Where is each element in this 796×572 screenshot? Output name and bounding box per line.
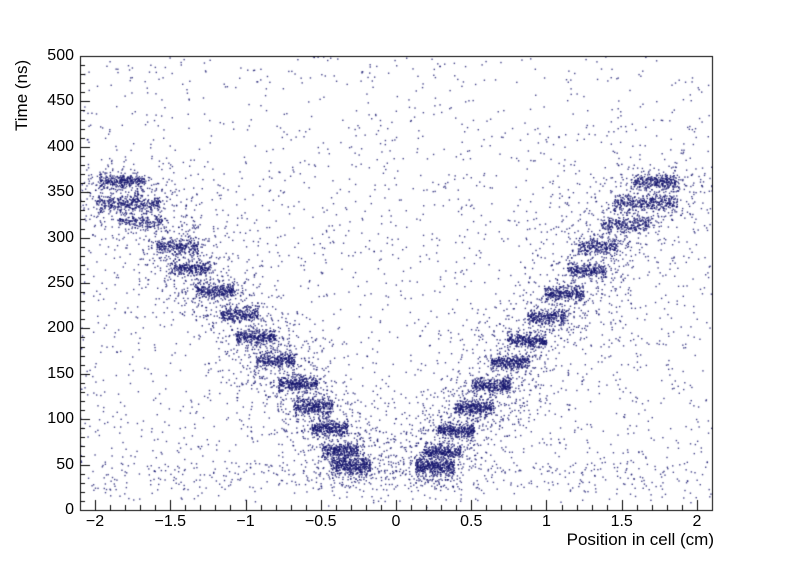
y-tick-label: 200 <box>47 319 74 337</box>
x-tick-label: 0 <box>391 513 401 530</box>
y-tick-label: 450 <box>47 92 74 110</box>
y-tick-label: 400 <box>47 137 74 155</box>
y-tick-label: 50 <box>56 455 74 473</box>
y-tick-label: 0 <box>65 501 74 518</box>
x-tick-label: −2 <box>85 513 105 530</box>
x-tick-label: −1 <box>236 513 255 530</box>
x-tick-label: −0.5 <box>304 513 337 530</box>
y-tick-label: 300 <box>47 228 74 246</box>
x-tick-label: −1.5 <box>154 513 187 530</box>
y-tick-label: 150 <box>47 364 74 382</box>
x-axis-title: Position in cell (cm) <box>566 530 714 549</box>
y-tick-label: 350 <box>47 183 74 201</box>
x-tick-label: 2 <box>692 513 702 530</box>
x-tick-label: 1.5 <box>610 513 633 530</box>
x-tick-label: 0.5 <box>460 513 483 530</box>
y-tick-label: 500 <box>47 47 74 64</box>
y-tick-label: 250 <box>47 274 74 291</box>
x-tick-label: 1 <box>542 513 551 530</box>
y-tick-label: 100 <box>47 410 74 428</box>
